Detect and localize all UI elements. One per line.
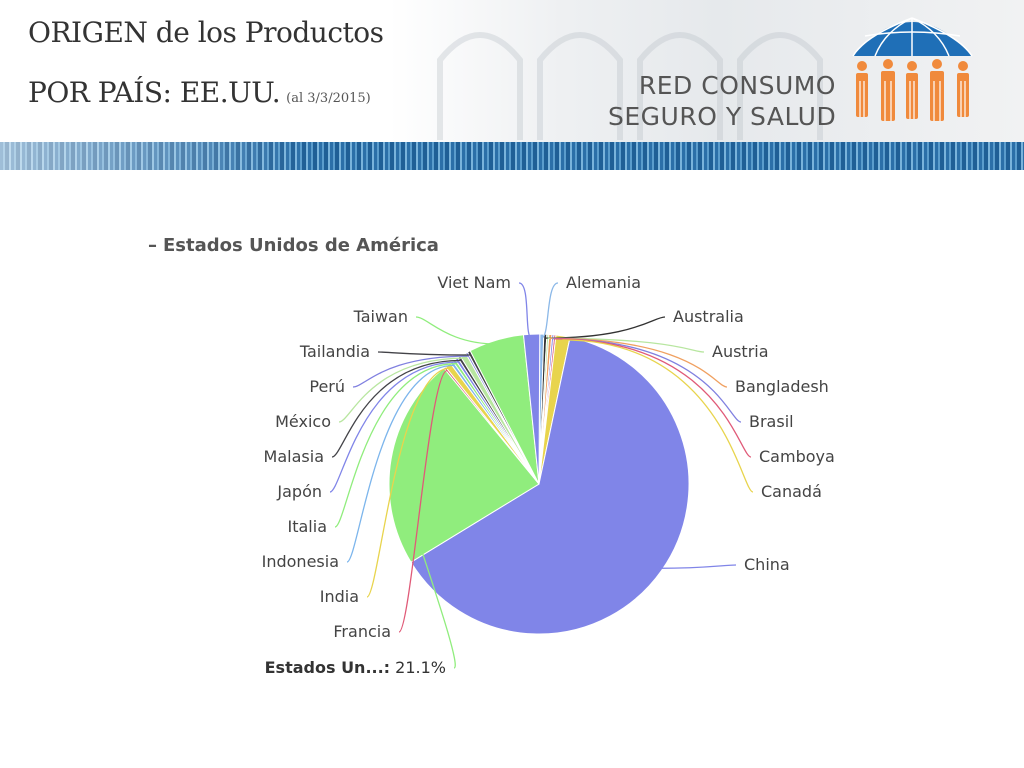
connector-line (334, 363, 457, 528)
pie-slice-china[interactable] (410, 336, 690, 635)
slice-label[interactable]: Viet Nam (437, 273, 511, 292)
slice-label[interactable]: Tailandia (299, 342, 370, 361)
slice-label[interactable]: Estados Un...: 21.1% (265, 658, 446, 677)
pie-slice-viet-nam[interactable] (522, 333, 541, 485)
connector-line (552, 337, 742, 423)
connector-line (562, 339, 754, 493)
connector-line (329, 361, 459, 493)
connector-line (550, 337, 728, 388)
connector-line (547, 337, 705, 353)
slice-label[interactable]: China (744, 555, 790, 574)
slice-label[interactable]: Indonesia (262, 552, 339, 571)
slice-label[interactable]: Australia (673, 307, 744, 326)
slice-label[interactable]: Japón (276, 482, 322, 501)
chart-title-text: Estados Unidos de América (163, 235, 439, 256)
connector-line (415, 316, 498, 345)
slice-label[interactable]: México (275, 412, 331, 431)
slice-label[interactable]: Camboya (759, 447, 835, 466)
slice-label[interactable]: Francia (333, 622, 391, 641)
building-arches-background (437, 32, 823, 140)
slice-label[interactable]: India (320, 587, 359, 606)
umbrella-people-logo-icon (852, 17, 973, 121)
logo-text-line1: RED CONSUMO (638, 71, 836, 100)
slide-header: ORIGEN de los Productos POR PAÍS: EE.UU.… (0, 0, 1024, 170)
connector-line (554, 338, 752, 458)
connector-line (366, 367, 451, 598)
logo-wordmark: RED CONSUMO SEGURO Y SALUD (608, 70, 836, 132)
slice-label[interactable]: Brasil (749, 412, 794, 431)
date-note: (al 3/3/2015) (286, 91, 371, 106)
chart-title[interactable]: – Estados Unidos de América (148, 235, 439, 256)
slice-label[interactable]: Austria (712, 342, 769, 361)
connector-line (393, 458, 456, 669)
connector-line (338, 357, 466, 423)
slice-label[interactable]: Canadá (761, 482, 822, 501)
connector-line (658, 564, 737, 569)
connector-line (331, 359, 462, 458)
slice-label[interactable]: Italia (288, 517, 328, 536)
slice-label[interactable]: Alemania (566, 273, 641, 292)
logo-text-line2: SEGURO Y SALUD (608, 102, 837, 131)
page-title: ORIGEN de los Productos (28, 16, 384, 49)
connector-line (398, 369, 448, 633)
slice-label[interactable]: Perú (309, 377, 345, 396)
slice-label[interactable]: Malasia (264, 447, 324, 466)
subtitle-country: POR PAÍS: EE.UU. (28, 76, 281, 109)
slice-label[interactable]: Bangladesh (735, 377, 829, 396)
connector-line (352, 355, 469, 388)
collapse-dash[interactable]: – (148, 235, 157, 256)
connector-line (545, 316, 666, 339)
connector-line (518, 282, 533, 339)
connector-line (541, 282, 559, 339)
page-subtitle: POR PAÍS: EE.UU. (al 3/3/2015) (28, 76, 371, 109)
connector-line (377, 351, 471, 356)
connector-line (346, 364, 454, 563)
slice-label[interactable]: Taiwan (353, 307, 408, 326)
